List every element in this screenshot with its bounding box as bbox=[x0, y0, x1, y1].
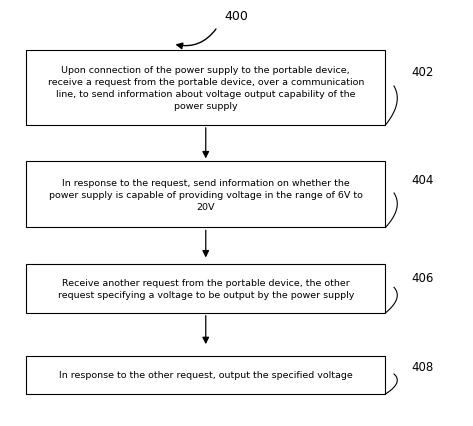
Text: 404: 404 bbox=[412, 174, 434, 187]
Text: 402: 402 bbox=[412, 66, 434, 78]
Text: In response to the request, send information on whether the
power supply is capa: In response to the request, send informa… bbox=[49, 178, 363, 211]
Text: In response to the other request, output the specified voltage: In response to the other request, output… bbox=[59, 370, 353, 380]
FancyBboxPatch shape bbox=[26, 162, 385, 228]
Text: 400: 400 bbox=[225, 11, 248, 23]
Text: Upon connection of the power supply to the portable device,
receive a request fr: Upon connection of the power supply to t… bbox=[48, 66, 364, 111]
Text: 406: 406 bbox=[412, 271, 434, 284]
Text: Receive another request from the portable device, the other
request specifying a: Receive another request from the portabl… bbox=[58, 278, 354, 299]
FancyBboxPatch shape bbox=[26, 264, 385, 313]
Text: 408: 408 bbox=[412, 360, 434, 373]
FancyBboxPatch shape bbox=[26, 51, 385, 126]
FancyBboxPatch shape bbox=[26, 356, 385, 394]
